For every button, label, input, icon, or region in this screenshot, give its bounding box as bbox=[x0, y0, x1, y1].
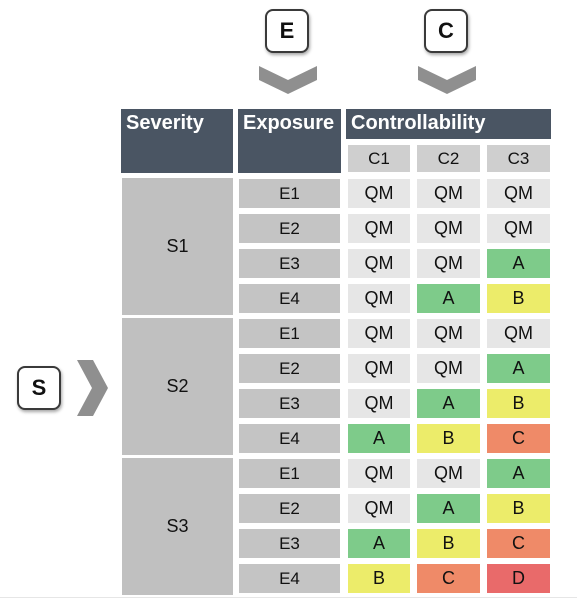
rating-cell-s2-e2-c3: A bbox=[487, 354, 550, 383]
controllability-header: Controllability bbox=[346, 109, 551, 139]
rating-cell-s3-e1-c2: QM bbox=[417, 459, 480, 488]
rating-cell-s3-e2-c2: A bbox=[417, 494, 480, 523]
controllability-chevron-icon bbox=[418, 66, 476, 94]
severity-header-label: Severity bbox=[126, 112, 204, 134]
rating-cell-s2-e1-c3: QM bbox=[487, 319, 550, 348]
rating-cell-s2-e2-c2: QM bbox=[417, 354, 480, 383]
rating-cell-s1-e3-c3: A bbox=[487, 249, 550, 278]
rating-cell-s3-e3-c2: B bbox=[417, 529, 480, 558]
exposure-cell-s1-e4: E4 bbox=[239, 284, 340, 313]
exposure-key-label: E bbox=[279, 18, 295, 43]
rating-cell-s2-e1-c1: QM bbox=[348, 319, 410, 348]
exposure-cell-s2-e1: E1 bbox=[239, 319, 340, 348]
rating-cell-s1-e2-c1: QM bbox=[348, 214, 410, 243]
rating-cell-s2-e3-c1: QM bbox=[348, 389, 410, 418]
exposure-cell-s2-e4: E4 bbox=[239, 424, 340, 453]
exposure-cell-s1-e1: E1 bbox=[239, 179, 340, 208]
rating-cell-s2-e3-c2: A bbox=[417, 389, 480, 418]
rating-cell-s3-e2-c3: B bbox=[487, 494, 550, 523]
rating-cell-s3-e4-c1: B bbox=[348, 564, 410, 593]
rating-cell-s1-e1-c3: QM bbox=[487, 179, 550, 208]
exposure-cell-s3-e3: E3 bbox=[239, 529, 340, 558]
rating-cell-s1-e2-c3: QM bbox=[487, 214, 550, 243]
rating-cell-s3-e1-c3: A bbox=[487, 459, 550, 488]
exposure-cell-s1-e2: E2 bbox=[239, 214, 340, 243]
rating-cell-s1-e1-c2: QM bbox=[417, 179, 480, 208]
controllability-level-c2: C2 bbox=[417, 145, 480, 172]
severity-header: Severity bbox=[121, 109, 233, 173]
controllability-key-label: C bbox=[438, 18, 454, 43]
controllability-level-c3: C3 bbox=[487, 145, 550, 172]
rating-cell-s1-e3-c1: QM bbox=[348, 249, 410, 278]
rating-cell-s1-e3-c2: QM bbox=[417, 249, 480, 278]
controllability-header-label: Controllability bbox=[351, 112, 486, 134]
controllability-key-box: C bbox=[424, 9, 468, 53]
rating-cell-s2-e4-c2: B bbox=[417, 424, 480, 453]
rating-cell-s1-e4-c1: QM bbox=[348, 284, 410, 313]
severity-block-s1: S1 bbox=[122, 178, 233, 315]
exposure-cell-s1-e3: E3 bbox=[239, 249, 340, 278]
exposure-cell-s3-e1: E1 bbox=[239, 459, 340, 488]
rating-cell-s2-e2-c1: QM bbox=[348, 354, 410, 383]
rating-cell-s3-e1-c1: QM bbox=[348, 459, 410, 488]
exposure-header-label: Exposure bbox=[243, 112, 335, 134]
rating-cell-s3-e4-c3: D bbox=[487, 564, 550, 593]
severity-key-label: S bbox=[31, 375, 47, 400]
rating-cell-s3-e3-c1: A bbox=[348, 529, 410, 558]
rating-cell-s1-e4-c3: B bbox=[487, 284, 550, 313]
severity-chevron-icon bbox=[77, 360, 108, 416]
exposure-cell-s2-e3: E3 bbox=[239, 389, 340, 418]
exposure-cell-s3-e4: E4 bbox=[239, 564, 340, 593]
rating-cell-s1-e1-c1: QM bbox=[348, 179, 410, 208]
rating-cell-s3-e4-c2: C bbox=[417, 564, 480, 593]
bottom-divider bbox=[0, 597, 577, 598]
rating-cell-s1-e2-c2: QM bbox=[417, 214, 480, 243]
rating-cell-s2-e1-c2: QM bbox=[417, 319, 480, 348]
exposure-header: Exposure bbox=[238, 109, 341, 173]
rating-cell-s3-e3-c3: C bbox=[487, 529, 550, 558]
rating-cell-s3-e2-c1: QM bbox=[348, 494, 410, 523]
exposure-cell-s2-e2: E2 bbox=[239, 354, 340, 383]
severity-block-s3: S3 bbox=[122, 458, 233, 595]
exposure-cell-s3-e2: E2 bbox=[239, 494, 340, 523]
rating-cell-s1-e4-c2: A bbox=[417, 284, 480, 313]
rating-cell-s2-e3-c3: B bbox=[487, 389, 550, 418]
rating-cell-s2-e4-c1: A bbox=[348, 424, 410, 453]
exposure-key-box: E bbox=[265, 9, 309, 53]
severity-key-box: S bbox=[17, 366, 61, 410]
controllability-level-c1: C1 bbox=[348, 145, 410, 172]
rating-cell-s2-e4-c3: C bbox=[487, 424, 550, 453]
severity-block-s2: S2 bbox=[122, 318, 233, 455]
exposure-chevron-icon bbox=[259, 66, 317, 94]
